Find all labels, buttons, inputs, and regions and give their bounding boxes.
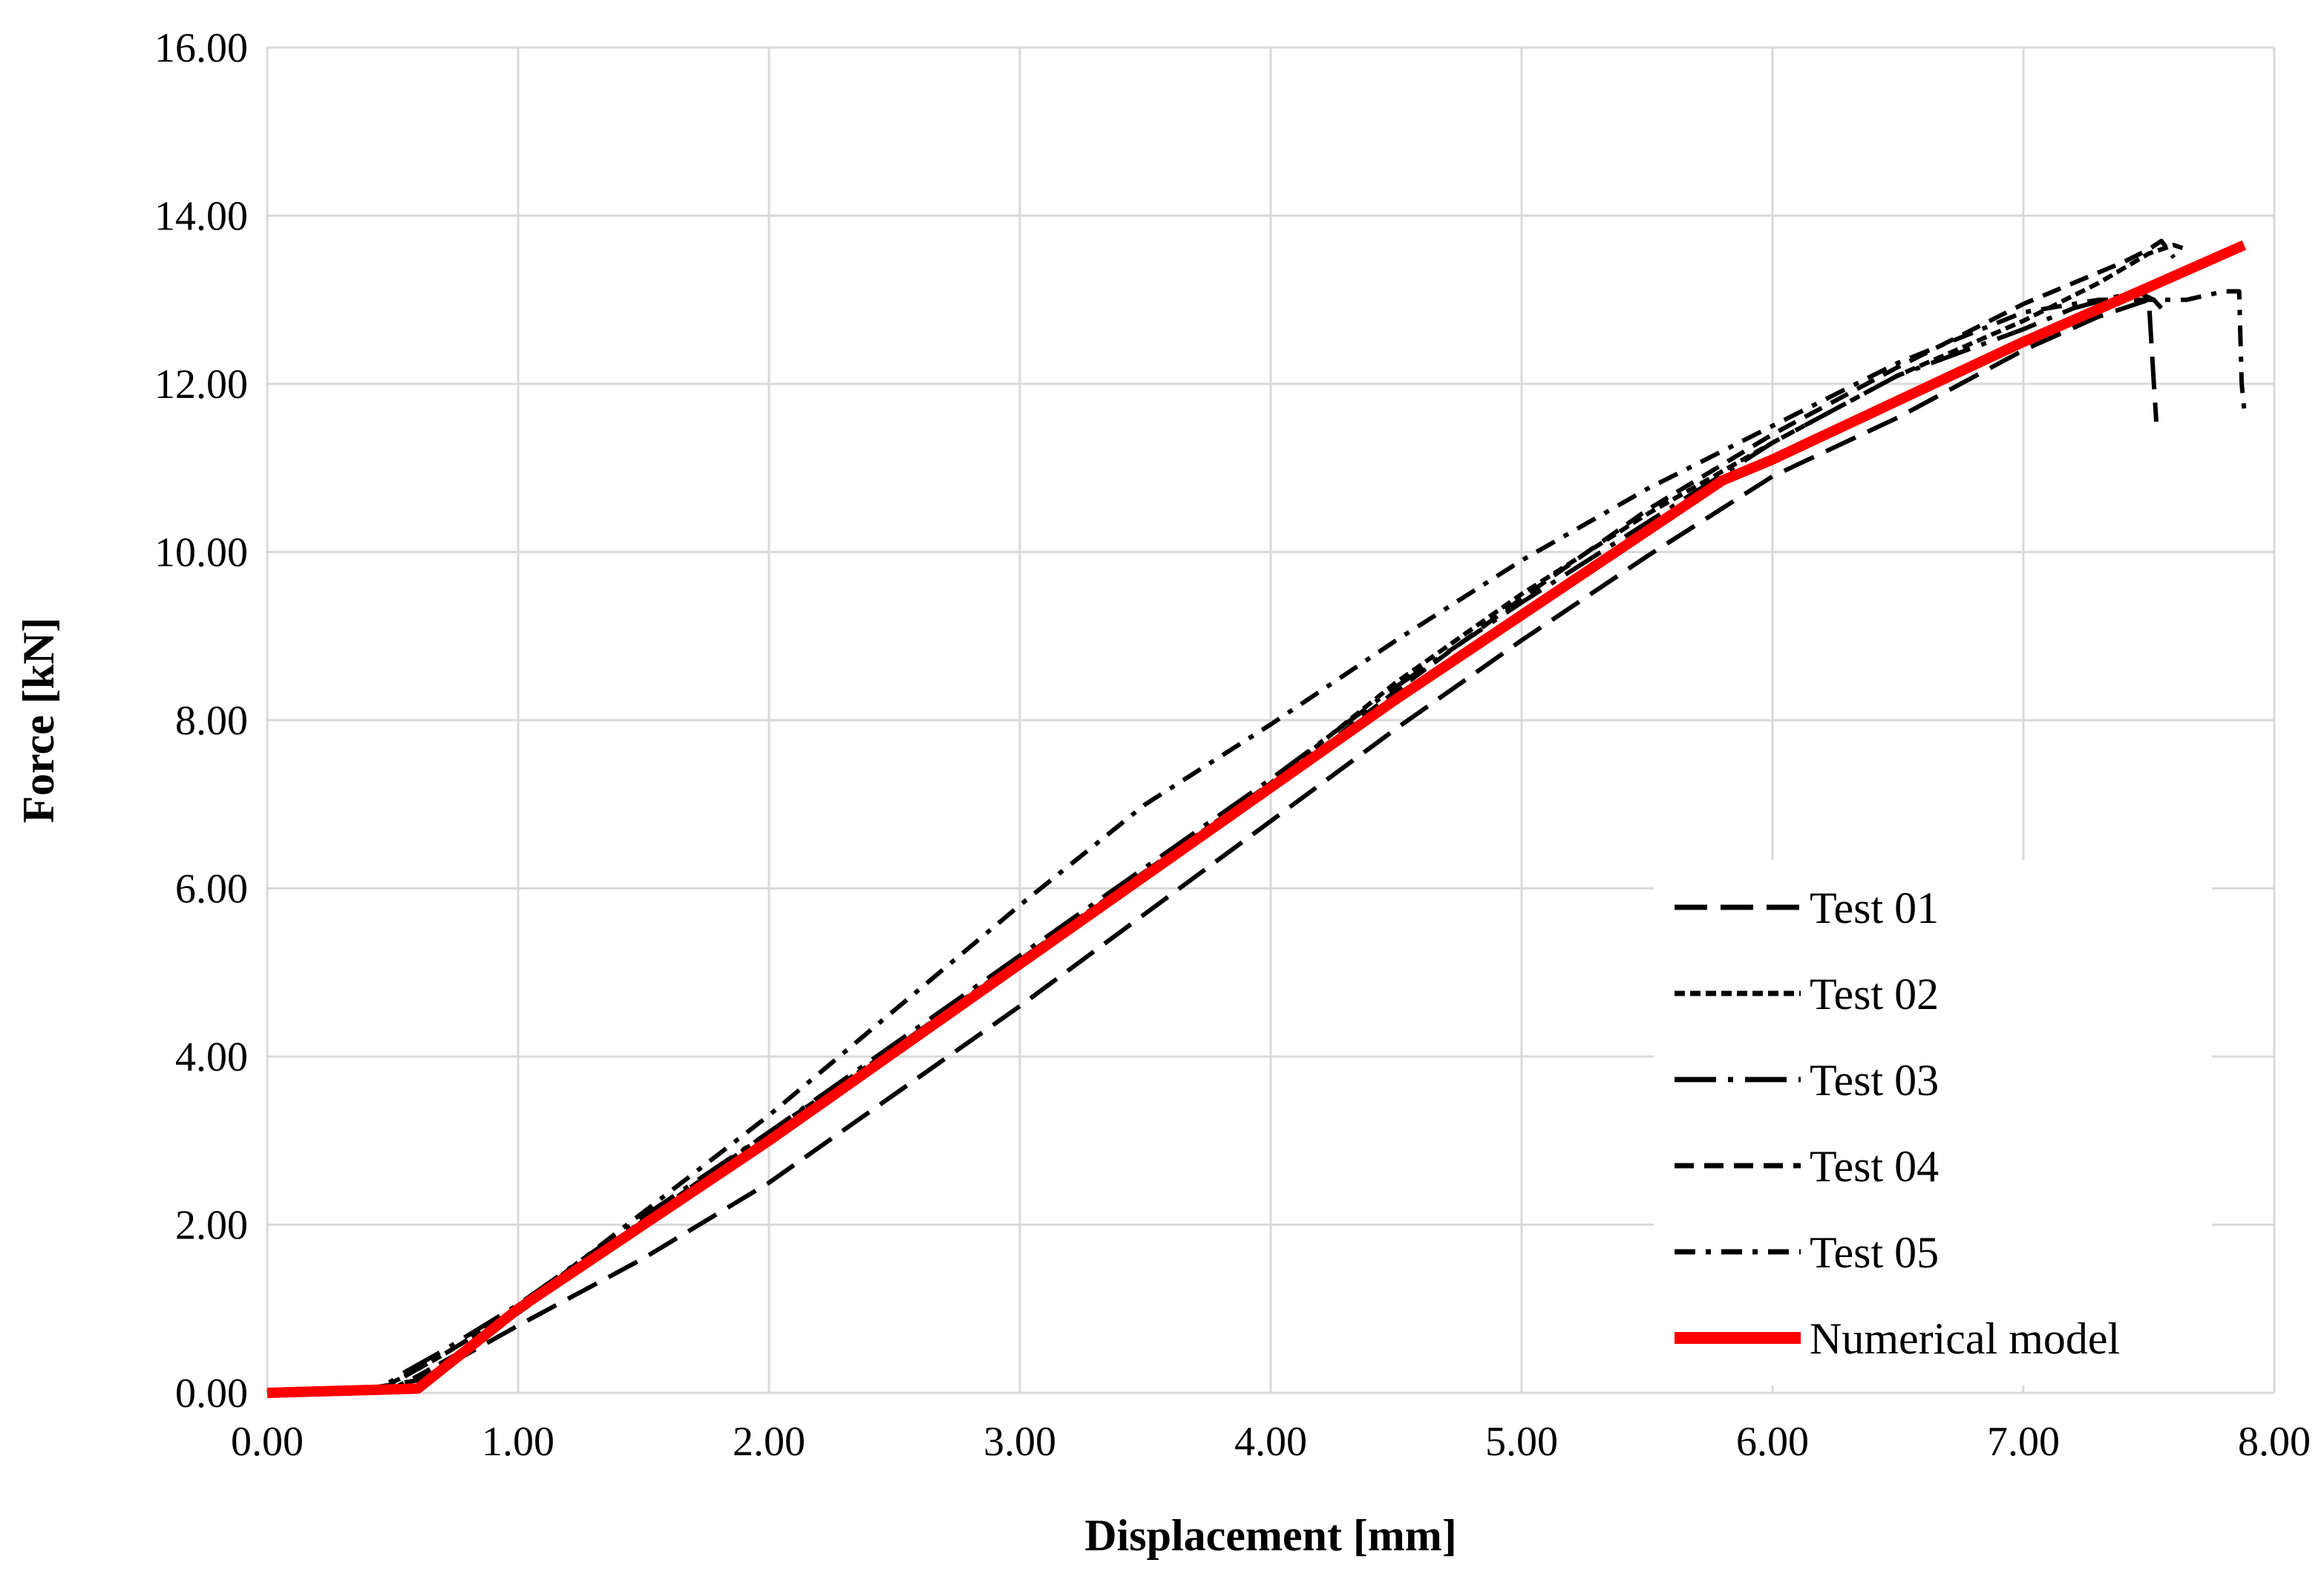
y-tick-label: 12.00 (154, 362, 248, 408)
data-series (266, 238, 2247, 1398)
y-tick-label: 6.00 (175, 866, 248, 912)
x-tick-label: 2.00 (733, 1419, 805, 1465)
y-tick-label: 4.00 (175, 1034, 248, 1080)
legend-label: Test 02 (1810, 970, 1939, 1019)
x-tick-label: 0.00 (231, 1419, 304, 1465)
x-tick-label: 3.00 (983, 1419, 1056, 1465)
legend: Test 01 Test 02 Test 03 Test 04 Test 05 Numer… (1654, 860, 2212, 1385)
x-tick-label: 5.00 (1485, 1419, 1558, 1465)
legend-background (1654, 860, 2212, 1385)
legend-label: Numerical model (1810, 1314, 2120, 1363)
x-tick-label: 4.00 (1234, 1419, 1307, 1465)
x-tick-label: 7.00 (1987, 1419, 2060, 1465)
series-line-test-03 (266, 289, 2164, 1395)
series-line-numerical-model (266, 240, 2247, 1398)
tick-labels: 0.00 1.00 2.00 3.00 4.00 5.00 6.00 7.00 8.00 0.00… (154, 25, 2311, 1465)
y-tick-label: 0.00 (175, 1371, 248, 1417)
y-tick-label: 16.00 (154, 25, 248, 71)
y-tick-label: 2.00 (175, 1203, 248, 1249)
legend-label: Test 04 (1810, 1142, 1939, 1191)
x-tick-label: 6.00 (1736, 1419, 1809, 1465)
legend-label: Test 01 (1810, 884, 1939, 933)
series-line-test-05 (266, 289, 2247, 1395)
legend-label: Test 03 (1810, 1056, 1939, 1105)
legend-label: Test 05 (1810, 1228, 1939, 1277)
x-axis-title: Displacement [mm] (1084, 1511, 1457, 1560)
y-tick-label: 14.00 (154, 194, 248, 240)
y-axis-title: Force [kN] (14, 617, 63, 823)
x-tick-label: 8.00 (2238, 1419, 2311, 1465)
y-tick-label: 8.00 (175, 698, 248, 744)
y-tick-label: 10.00 (154, 530, 248, 576)
x-tick-label: 1.00 (482, 1419, 554, 1465)
